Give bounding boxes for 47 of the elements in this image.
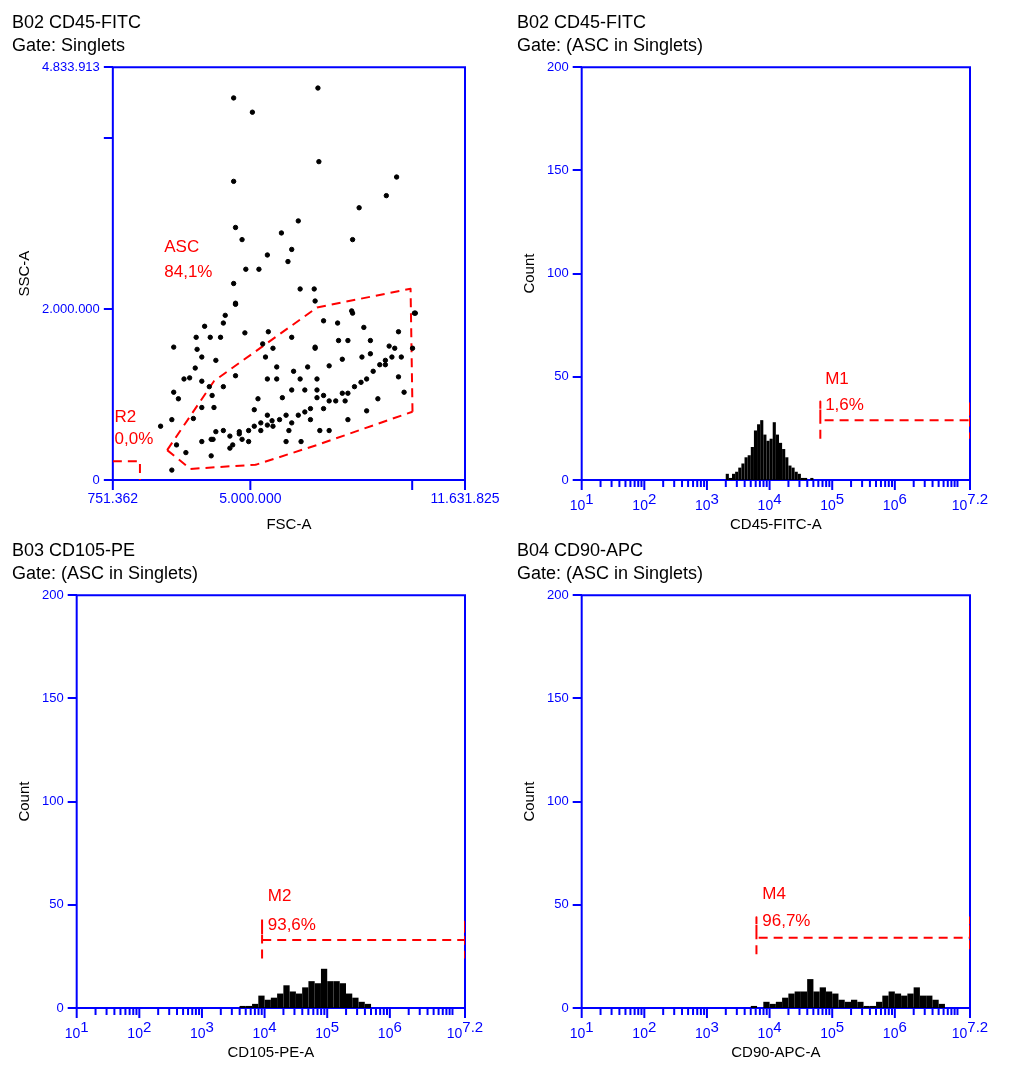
annotation: R2 <box>114 406 137 426</box>
chart-title: B02 CD45-FITC <box>517 11 647 32</box>
y-tick-label: 200 <box>546 586 569 602</box>
x-tick-label: 11.631.825 <box>430 490 500 506</box>
y-axis-title: Count <box>520 252 538 294</box>
x-tick-label: 751.362 <box>87 490 139 506</box>
y-tick-label: 50 <box>49 896 64 912</box>
chart-subtitle: Gate: (ASC in Singlets) <box>517 35 704 56</box>
annotation: 0,0% <box>114 429 154 449</box>
annotation: M4 <box>762 884 786 904</box>
annotation: 1,6% <box>825 395 864 415</box>
y-tick-label: 0 <box>56 999 64 1015</box>
chart-subtitle: Gate: (ASC in Singlets) <box>12 563 199 584</box>
x-tick-label: 5.000.000 <box>219 490 282 506</box>
annotation: M1 <box>825 368 849 388</box>
y-tick-label: 150 <box>41 689 64 705</box>
y-tick-label: 150 <box>546 689 569 705</box>
annotation: M2 <box>267 886 292 906</box>
y-tick-label: 200 <box>41 586 64 602</box>
annotation: ASC <box>164 236 200 256</box>
y-tick-label: 50 <box>554 368 569 384</box>
y-tick-label: 4.833.913 <box>41 58 100 74</box>
y-tick-label: 150 <box>546 161 569 177</box>
x-axis-title: CD45-FITC-A <box>730 515 822 533</box>
y-tick-label: 100 <box>546 265 569 281</box>
y-axis-title: Count <box>520 780 538 822</box>
annotation: 93,6% <box>267 915 316 935</box>
y-tick-label: 0 <box>561 999 569 1015</box>
chart-subtitle: Gate: (ASC in Singlets) <box>517 563 704 584</box>
y-tick-label: 0 <box>561 471 569 487</box>
chart-title: B03 CD105-PE <box>12 539 136 560</box>
chart-title: B04 CD90-APC <box>517 539 644 560</box>
y-tick-label: 100 <box>546 793 569 809</box>
y-tick-label: 100 <box>41 793 64 809</box>
x-axis-title: CD105-PE-A <box>227 1043 315 1061</box>
x-axis-title: CD90-APC-A <box>731 1043 821 1061</box>
annotation: 84,1% <box>164 262 213 282</box>
chart-subtitle: Gate: Singlets <box>12 35 126 56</box>
y-axis-title: SSC-A <box>15 250 33 297</box>
y-tick-label: 0 <box>92 471 100 487</box>
x-axis-title: FSC-A <box>266 515 312 533</box>
y-tick-label: 50 <box>554 896 569 912</box>
annotation: 96,7% <box>762 911 811 930</box>
y-axis-title: Count <box>15 780 33 822</box>
y-tick-label: 2.000.000 <box>41 300 100 316</box>
y-tick-label: 200 <box>546 58 569 74</box>
chart-title: B02 CD45-FITC <box>12 11 142 32</box>
